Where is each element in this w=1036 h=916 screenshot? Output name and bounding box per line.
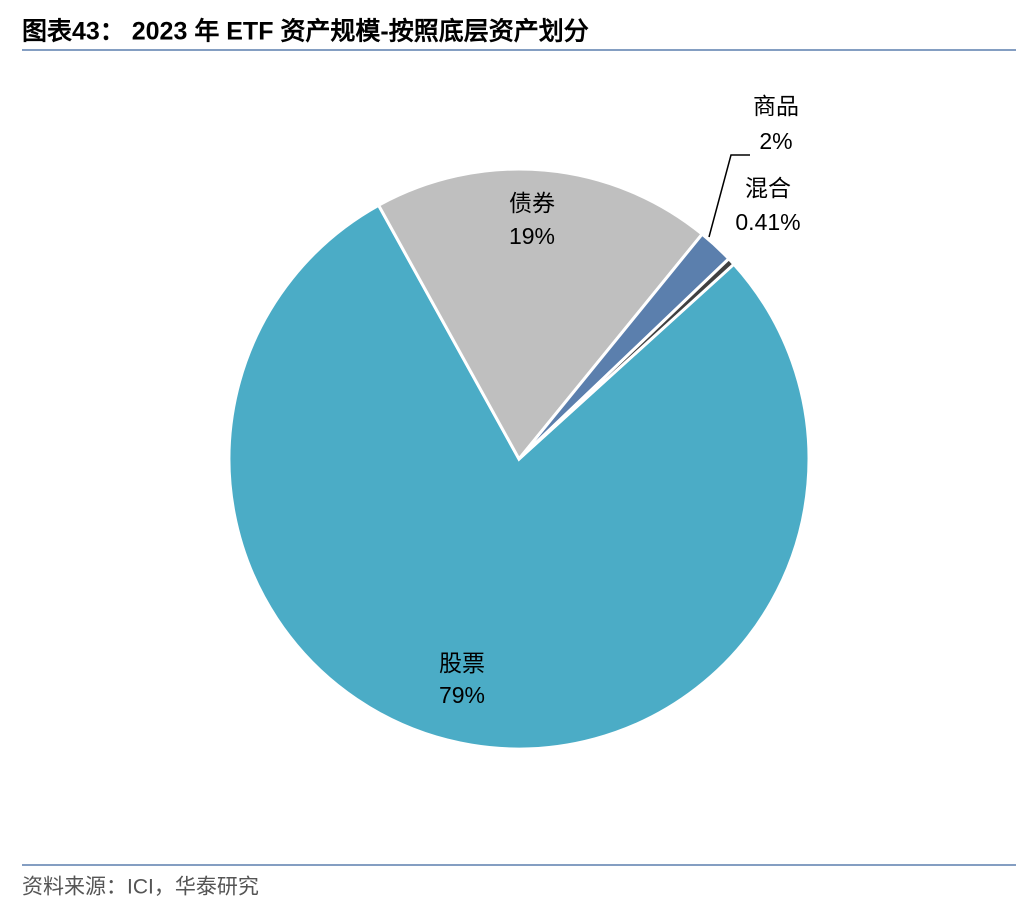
leader-line [708,154,750,238]
pie-slice [376,167,705,462]
slice-label: 股票 [439,650,485,676]
pie [227,167,811,751]
value-label: 19% [509,223,555,249]
chart-title: 图表43： 2023 年 ETF 资产规模-按照底层资产划分 [22,17,589,46]
value-label: 0.41% [735,209,800,235]
value-label: 2% [759,128,792,154]
pie-slice [517,256,736,461]
source-note: 资料来源：ICI，华泰研究 [22,876,259,899]
slice-label: 债券 [509,190,555,216]
value-label: 79% [439,682,485,708]
pie-slice [227,203,811,751]
slice-label: 混合 [745,175,791,201]
slice-label: 商品 [753,93,799,119]
